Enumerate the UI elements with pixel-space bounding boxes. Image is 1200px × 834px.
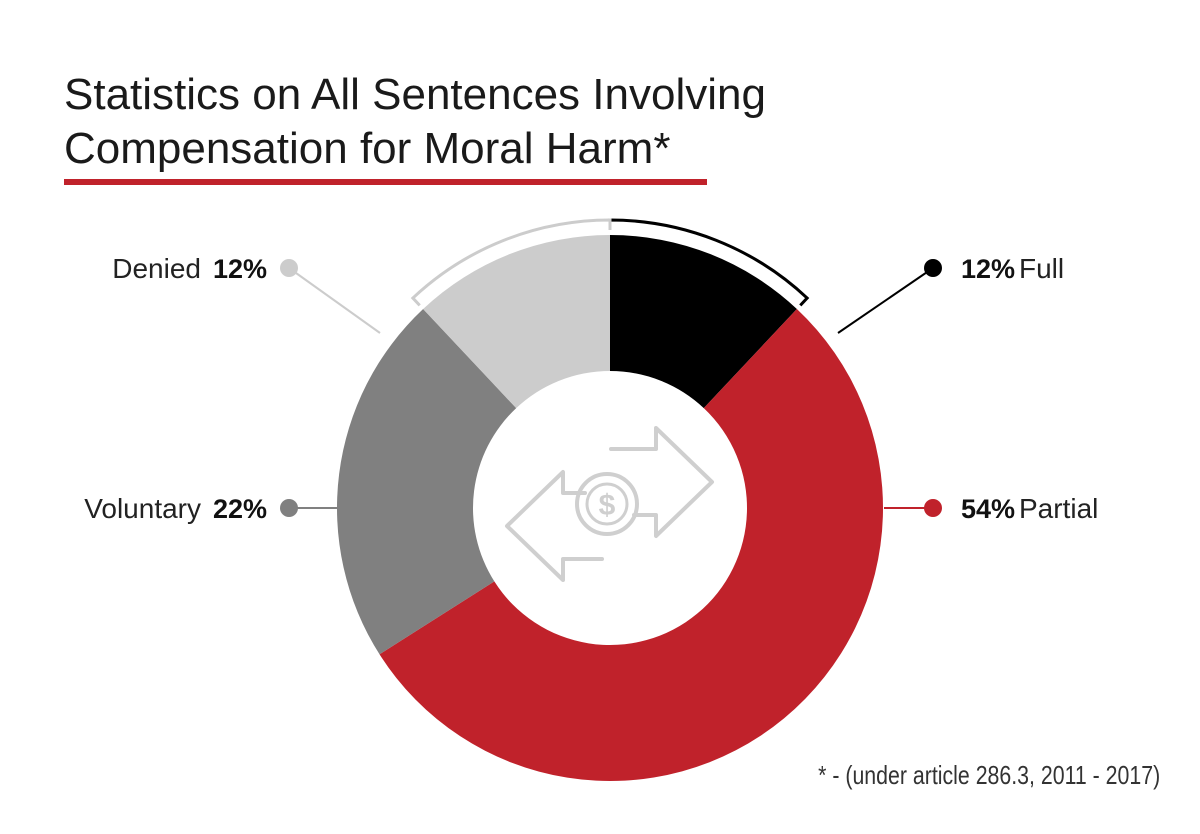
- legend-dot-denied: [280, 259, 298, 277]
- leader-line-full: [837, 267, 934, 334]
- donut-slices: [337, 235, 883, 781]
- legend-dot-partial: [924, 499, 942, 517]
- bracket-full: [608, 218, 810, 307]
- category-label-full: Full: [1019, 253, 1064, 284]
- leader-line-denied: [288, 267, 381, 334]
- chart-title: Statistics on All Sentences Involving Co…: [64, 68, 766, 176]
- value-label-full: 12%: [961, 254, 1015, 284]
- category-label-partial: Partial: [1019, 493, 1098, 524]
- slice-denied: [423, 235, 610, 409]
- bracket-denied: [410, 218, 612, 307]
- slice-callouts: [280, 218, 942, 517]
- slice-full: [610, 235, 797, 409]
- category-label-denied: Denied: [112, 253, 201, 284]
- legend-dot-voluntary: [280, 499, 298, 517]
- value-label-voluntary: 22%: [213, 494, 267, 524]
- chart-title-line-1: Statistics on All Sentences Involving: [64, 70, 766, 119]
- footnote: * - (under article 286.3, 2011 - 2017): [817, 760, 1160, 790]
- legend-dot-full: [924, 259, 942, 277]
- title-underline: [64, 179, 707, 185]
- value-label-partial: 54%: [961, 494, 1015, 524]
- slice-partial: [379, 308, 883, 781]
- slice-voluntary: [337, 308, 517, 655]
- chart-title-line-2: Compensation for Moral Harm*: [64, 124, 671, 173]
- category-label-voluntary: Voluntary: [84, 493, 201, 524]
- svg-text:$: $: [599, 489, 616, 522]
- money-exchange-icon: $: [505, 426, 714, 582]
- value-label-denied: 12%: [213, 254, 267, 284]
